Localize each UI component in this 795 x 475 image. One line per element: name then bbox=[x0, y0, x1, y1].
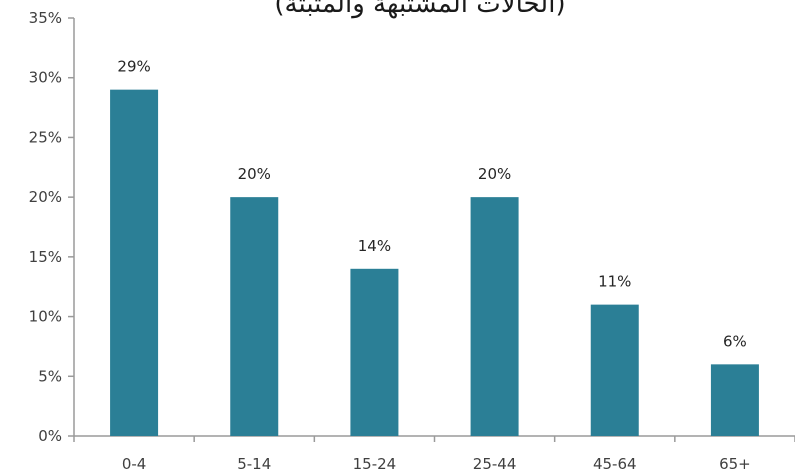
bar-15-24 bbox=[350, 268, 399, 436]
y-tick-label: 0% bbox=[38, 427, 62, 445]
bar-0-4 bbox=[110, 89, 159, 437]
y-tick-label: 20% bbox=[29, 188, 62, 206]
bar-group bbox=[110, 89, 759, 437]
chart-title: (الحالات المشتبهة والمثبتة) bbox=[274, 0, 565, 19]
category-label: 25-44 bbox=[473, 455, 517, 473]
bar-25-44 bbox=[470, 197, 519, 436]
y-tick-label: 35% bbox=[29, 9, 62, 27]
bar-5-14 bbox=[230, 197, 279, 436]
y-tick-group: 0% 5% 10% 15% 20% 25% 30% 35% bbox=[29, 9, 74, 445]
data-label: 6% bbox=[723, 332, 747, 350]
category-label: 0-4 bbox=[122, 455, 147, 473]
data-label: 20% bbox=[478, 165, 511, 183]
y-tick-label: 15% bbox=[29, 248, 62, 266]
category-label: 65+ bbox=[719, 455, 751, 473]
category-label: 5-14 bbox=[237, 455, 271, 473]
category-label: 45-64 bbox=[593, 455, 637, 473]
y-tick-label: 30% bbox=[29, 69, 62, 87]
bar-45-64 bbox=[590, 304, 639, 436]
data-label: 14% bbox=[358, 237, 391, 255]
data-label: 11% bbox=[598, 273, 631, 291]
data-label-group: 29% 20% 14% 20% 11% 6% bbox=[117, 58, 746, 351]
y-tick-label: 5% bbox=[38, 367, 62, 385]
y-tick-label: 25% bbox=[29, 128, 62, 146]
category-label: 15-24 bbox=[353, 455, 397, 473]
category-label-group: 0-4 5-14 15-24 25-44 45-64 65+ bbox=[122, 455, 751, 473]
data-label: 29% bbox=[117, 58, 150, 76]
y-tick-label: 10% bbox=[29, 308, 62, 326]
bar-65+ bbox=[710, 364, 759, 436]
x-tick-group bbox=[73, 436, 795, 442]
data-label: 20% bbox=[238, 165, 271, 183]
